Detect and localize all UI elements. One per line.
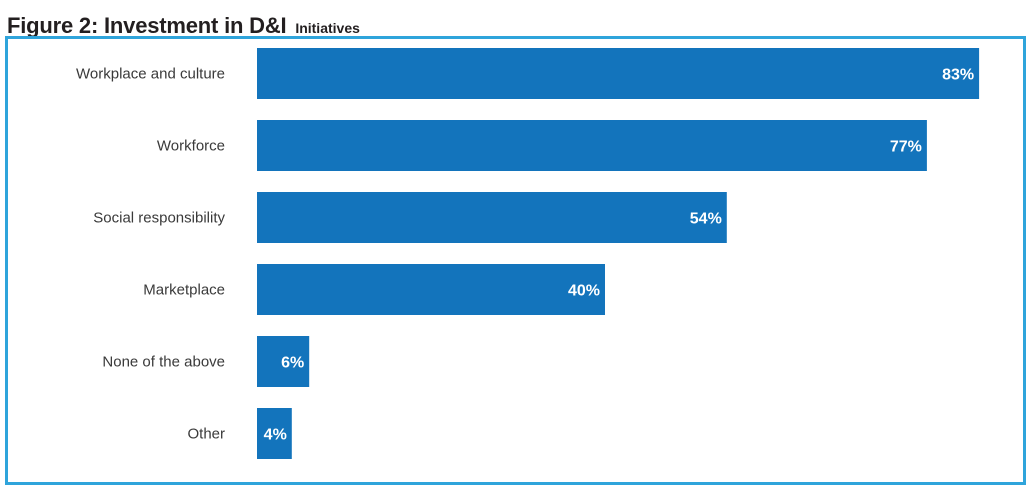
bar <box>257 48 980 99</box>
value-label: 6% <box>281 355 304 372</box>
chart-title-sub: Initiatives <box>295 20 360 36</box>
bar <box>257 408 292 459</box>
chart-title-main: Figure 2: Investment in D&I <box>7 13 287 38</box>
value-label: 40% <box>568 283 600 300</box>
bar <box>257 120 927 171</box>
chart-title: Figure 2: Investment in D&I Initiatives <box>7 6 360 38</box>
category-label: Other <box>187 426 225 443</box>
category-label: Workforce <box>157 138 225 155</box>
bar <box>257 336 310 387</box>
value-label: 83% <box>942 67 974 84</box>
bar <box>257 264 605 315</box>
value-label: 54% <box>690 211 722 228</box>
category-label: None of the above <box>102 354 225 371</box>
value-label: 4% <box>264 427 287 444</box>
bar <box>257 192 727 243</box>
value-label: 77% <box>890 139 922 156</box>
chart-frame <box>5 36 1026 485</box>
category-label: Social responsibility <box>93 210 225 227</box>
category-label: Workplace and culture <box>76 66 225 83</box>
category-label: Marketplace <box>143 282 225 299</box>
